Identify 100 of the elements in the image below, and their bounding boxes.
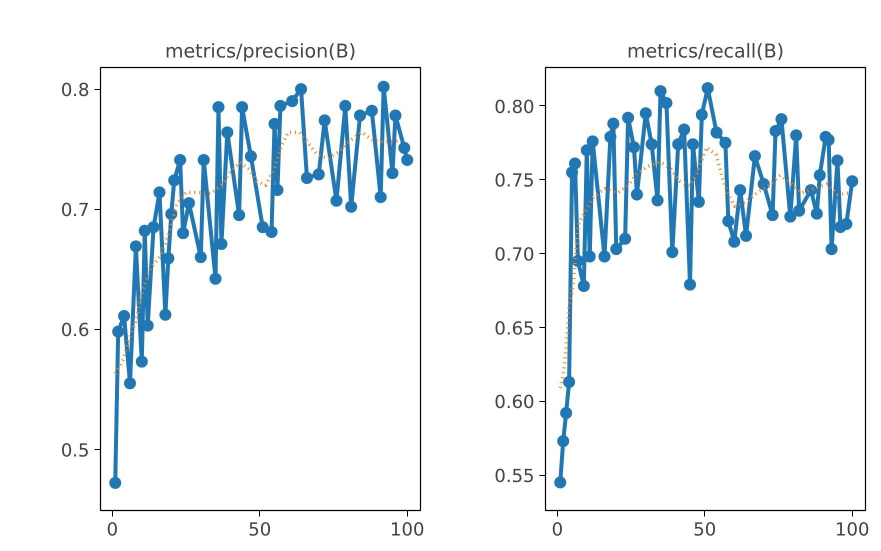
point xyxy=(646,138,658,150)
point xyxy=(386,167,398,180)
point xyxy=(628,141,640,154)
point xyxy=(846,175,858,188)
point xyxy=(814,169,826,182)
point xyxy=(692,196,705,208)
point xyxy=(236,101,248,114)
y-tick-label: 0.75 xyxy=(494,170,534,192)
point xyxy=(210,272,222,285)
point xyxy=(366,104,378,117)
point xyxy=(758,178,770,190)
point xyxy=(586,135,599,148)
x-tick-label: 50 xyxy=(693,520,716,540)
point xyxy=(557,435,570,448)
point xyxy=(578,280,590,292)
point xyxy=(810,208,823,220)
x-tick-label: 0 xyxy=(552,520,564,540)
point xyxy=(130,240,142,252)
point xyxy=(389,110,402,122)
point xyxy=(339,100,352,112)
point xyxy=(312,168,325,180)
y-tick-label: 0.8 xyxy=(60,80,90,102)
point xyxy=(775,113,788,126)
point xyxy=(212,101,224,114)
point xyxy=(710,126,723,138)
y-tick-label: 0.60 xyxy=(494,392,534,414)
point xyxy=(684,278,696,291)
point xyxy=(607,118,620,130)
point xyxy=(374,191,387,204)
chart-title: metrics/recall(B) xyxy=(626,40,784,62)
point xyxy=(678,124,690,136)
point xyxy=(330,194,342,207)
point xyxy=(630,188,643,200)
point xyxy=(804,184,817,196)
y-tick-label: 0.5 xyxy=(60,440,90,462)
point xyxy=(182,197,195,210)
point xyxy=(354,110,366,122)
point xyxy=(118,310,130,322)
point xyxy=(672,138,684,150)
point xyxy=(153,186,166,198)
point xyxy=(136,356,148,368)
point xyxy=(112,326,124,338)
point xyxy=(826,243,838,256)
point xyxy=(622,112,634,124)
point xyxy=(728,236,740,248)
point xyxy=(640,107,652,120)
x-tick-label: 50 xyxy=(248,520,272,540)
point xyxy=(198,154,210,166)
point xyxy=(274,100,286,112)
point xyxy=(168,174,180,186)
point xyxy=(598,250,610,262)
point xyxy=(159,308,172,321)
point xyxy=(174,154,186,166)
point xyxy=(345,200,358,213)
point xyxy=(256,221,269,234)
point xyxy=(666,246,678,258)
point xyxy=(734,184,746,196)
x-tick-label: 0 xyxy=(106,520,118,540)
point xyxy=(554,476,566,488)
x-tick-label: 100 xyxy=(390,520,424,540)
point xyxy=(784,210,796,223)
point xyxy=(378,80,390,93)
point xyxy=(109,476,122,489)
point xyxy=(610,243,622,256)
y-tick-label: 0.7 xyxy=(60,200,90,222)
point xyxy=(286,95,298,108)
point xyxy=(295,83,308,96)
point xyxy=(165,208,178,220)
point xyxy=(696,108,708,121)
point xyxy=(266,226,278,238)
point xyxy=(318,114,331,126)
point xyxy=(831,154,844,167)
chart-title: metrics/precision(B) xyxy=(164,40,356,62)
point xyxy=(148,221,160,234)
point xyxy=(572,254,584,267)
point xyxy=(221,126,234,138)
y-tick-label: 0.6 xyxy=(60,320,90,342)
point xyxy=(619,232,632,245)
y-tick-label: 0.70 xyxy=(494,244,534,266)
point xyxy=(748,150,761,162)
point xyxy=(793,204,806,217)
point xyxy=(560,407,572,420)
point xyxy=(233,209,246,222)
point xyxy=(722,215,734,228)
point xyxy=(563,376,576,388)
point xyxy=(719,136,732,149)
point xyxy=(300,172,313,184)
y-tick-label: 0.55 xyxy=(494,466,534,488)
point xyxy=(604,130,616,143)
x-tick-label: 100 xyxy=(835,520,870,540)
point xyxy=(702,82,714,94)
y-tick-label: 0.80 xyxy=(494,96,534,118)
point xyxy=(124,377,136,390)
point xyxy=(244,150,257,162)
point xyxy=(194,251,207,264)
point xyxy=(790,129,802,142)
point xyxy=(568,157,581,170)
point xyxy=(654,85,667,98)
point xyxy=(770,125,782,137)
y-tick-label: 0.65 xyxy=(494,318,534,340)
